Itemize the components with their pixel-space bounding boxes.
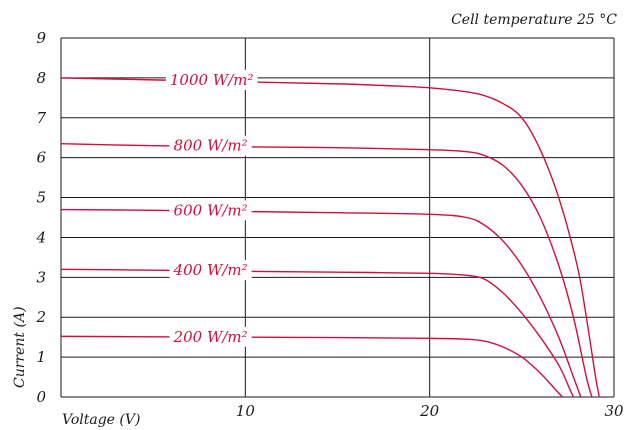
y-tick-label: 7: [36, 109, 46, 127]
series-label-background: [165, 69, 258, 90]
series-label-background: [169, 200, 252, 221]
series-label: 200 W/m²: [173, 328, 248, 346]
y-tick-label: 6: [36, 149, 46, 167]
y-tick-label: 2: [35, 308, 46, 326]
y-tick-label: 8: [36, 69, 46, 87]
y-tick-label: 9: [36, 29, 46, 47]
series-label-background: [169, 260, 252, 281]
series-label: 1000 W/m²: [170, 71, 254, 89]
grid-lines: [60, 37, 615, 398]
series-label: 400 W/m²: [173, 261, 248, 279]
tick-labels: 0 1 2 3 4 5 6 7 8 9 10 20 30: [35, 29, 624, 420]
series-labels: 1000 W/m² 800 W/m² 600 W/m² 400 W/m² 200 W/m…: [165, 69, 258, 347]
series-label: 800 W/m²: [174, 137, 248, 155]
y-tick-label: 1: [36, 348, 46, 366]
x-tick-label: 20: [419, 402, 440, 420]
y-tick-label: 3: [36, 268, 46, 286]
y-axis-label: Current (A): [12, 306, 28, 388]
y-tick-label: 5: [36, 189, 46, 207]
series-label-background: [169, 326, 252, 347]
x-axis-label: Voltage (V): [62, 412, 140, 428]
x-tick-label: 10: [236, 402, 256, 420]
x-tick-label: 30: [604, 402, 624, 420]
y-tick-label: 4: [35, 228, 46, 246]
y-tick-label: 0: [36, 388, 46, 406]
iv-curve-line: [60, 268, 575, 398]
series-label-background: [169, 135, 252, 156]
cell-temperature-annotation: Cell temperature 25 °C: [451, 12, 617, 28]
series-label: 600 W/m²: [174, 201, 248, 219]
iv-curve-line: [60, 335, 563, 398]
